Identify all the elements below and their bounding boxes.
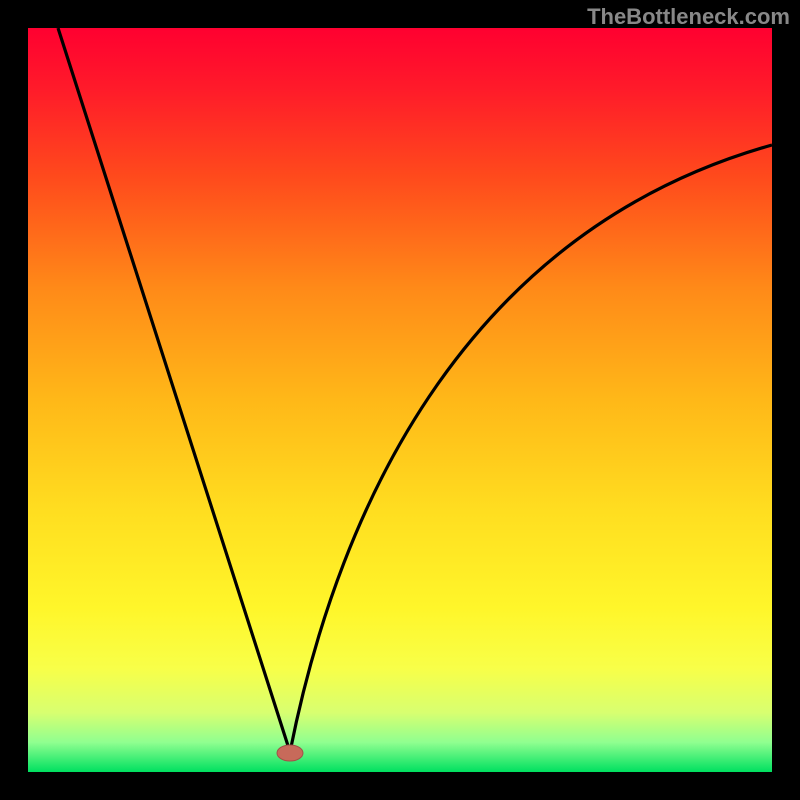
chart-svg (0, 0, 800, 800)
watermark-text: TheBottleneck.com (587, 4, 790, 30)
chart-container: TheBottleneck.com (0, 0, 800, 800)
vertex-marker (277, 745, 303, 761)
plot-area (28, 28, 772, 772)
